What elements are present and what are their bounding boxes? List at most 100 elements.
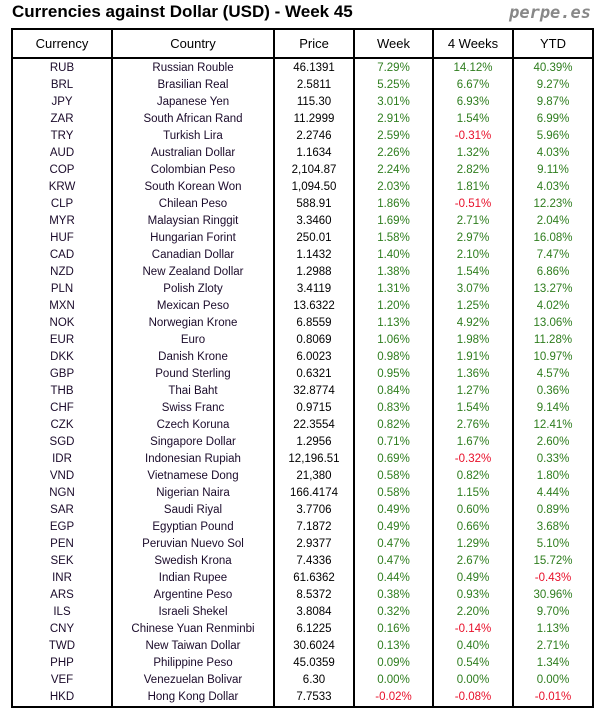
table-row: PEN Peruvian Nuevo Sol 2.9377 0.47% 1.29% 5.1… <box>11 536 594 553</box>
price-value: 250.01 <box>273 230 355 247</box>
ytd-change: 15.72% <box>512 553 594 570</box>
price-value: 1,094.50 <box>273 179 355 196</box>
four-weeks-change: -0.51% <box>432 196 514 213</box>
week-change: 2.24% <box>353 162 434 179</box>
table-row: MXN Mexican Peso 13.6322 1.20% 1.25% 4.02% <box>11 298 594 315</box>
country-name: Malaysian Ringgit <box>111 213 275 230</box>
currency-table: Currency Country Price Week 4 Weeks YTD … <box>11 28 594 708</box>
country-name: Mexican Peso <box>111 298 275 315</box>
four-weeks-change: 2.76% <box>432 417 514 434</box>
price-value: 2.9377 <box>273 536 355 553</box>
ytd-change: 1.34% <box>512 655 594 672</box>
country-name: South Korean Won <box>111 179 275 196</box>
table-row: CAD Canadian Dollar 1.1432 1.40% 2.10% 7.47% <box>11 247 594 264</box>
price-value: 2,104.87 <box>273 162 355 179</box>
currency-code: CAD <box>11 247 113 264</box>
week-change: 1.86% <box>353 196 434 213</box>
ytd-change: 5.96% <box>512 128 594 145</box>
table-row: TRY Turkish Lira 2.2746 2.59% -0.31% 5.96% <box>11 128 594 145</box>
country-name: Swedish Krona <box>111 553 275 570</box>
week-change: 2.91% <box>353 111 434 128</box>
country-name: New Taiwan Dollar <box>111 638 275 655</box>
currency-code: COP <box>11 162 113 179</box>
price-value: 0.8069 <box>273 332 355 349</box>
ytd-change: 9.14% <box>512 400 594 417</box>
price-value: 1.1432 <box>273 247 355 264</box>
week-change: 0.38% <box>353 587 434 604</box>
currency-code: MXN <box>11 298 113 315</box>
currency-code: CHF <box>11 400 113 417</box>
column-header-week: Week <box>353 28 434 59</box>
four-weeks-change: 6.93% <box>432 94 514 111</box>
four-weeks-change: 2.97% <box>432 230 514 247</box>
country-name: Indian Rupee <box>111 570 275 587</box>
table-row: HUF Hungarian Forint 250.01 1.58% 2.97% 16.08… <box>11 230 594 247</box>
four-weeks-change: 0.82% <box>432 468 514 485</box>
week-change: 1.13% <box>353 315 434 332</box>
four-weeks-change: 2.67% <box>432 553 514 570</box>
price-value: 1.2956 <box>273 434 355 451</box>
ytd-change: 0.00% <box>512 672 594 689</box>
table-row: MYR Malaysian Ringgit 3.3460 1.69% 2.71% 2.04… <box>11 213 594 230</box>
table-row: CZK Czech Koruna 22.3554 0.82% 2.76% 12.41% <box>11 417 594 434</box>
week-change: 0.47% <box>353 536 434 553</box>
ytd-change: -0.43% <box>512 570 594 587</box>
week-change: 1.69% <box>353 213 434 230</box>
country-name: South African Rand <box>111 111 275 128</box>
four-weeks-change: 1.54% <box>432 264 514 281</box>
week-change: 3.01% <box>353 94 434 111</box>
price-value: 3.4119 <box>273 281 355 298</box>
table-row: JPY Japanese Yen 115.30 3.01% 6.93% 9.87% <box>11 94 594 111</box>
week-change: 2.26% <box>353 145 434 162</box>
ytd-change: 40.39% <box>512 58 594 77</box>
week-change: 0.16% <box>353 621 434 638</box>
table-row: NGN Nigerian Naira 166.4174 0.58% 1.15% 4.44% <box>11 485 594 502</box>
table-row: HKD Hong Kong Dollar 7.7533 -0.02% -0.08% -0.… <box>11 689 594 707</box>
table-row: GBP Pound Sterling 0.6321 0.95% 1.36% 4.57% <box>11 366 594 383</box>
currency-code: NZD <box>11 264 113 281</box>
price-value: 8.5372 <box>273 587 355 604</box>
price-value: 6.8559 <box>273 315 355 332</box>
ytd-change: 0.36% <box>512 383 594 400</box>
currency-code: CLP <box>11 196 113 213</box>
country-name: Czech Koruna <box>111 417 275 434</box>
price-value: 11.2999 <box>273 111 355 128</box>
four-weeks-change: 3.07% <box>432 281 514 298</box>
four-weeks-change: 1.25% <box>432 298 514 315</box>
table-row: CLP Chilean Peso 588.91 1.86% -0.51% 12.23% <box>11 196 594 213</box>
ytd-change: 7.47% <box>512 247 594 264</box>
four-weeks-change: 0.66% <box>432 519 514 536</box>
ytd-change: 3.68% <box>512 519 594 536</box>
four-weeks-change: 1.67% <box>432 434 514 451</box>
price-value: 0.9715 <box>273 400 355 417</box>
country-name: Canadian Dollar <box>111 247 275 264</box>
four-weeks-change: 1.91% <box>432 349 514 366</box>
four-weeks-change: 0.54% <box>432 655 514 672</box>
currency-code: VEF <box>11 672 113 689</box>
ytd-change: 30.96% <box>512 587 594 604</box>
country-name: Euro <box>111 332 275 349</box>
price-value: 46.1391 <box>273 58 355 77</box>
table-row: CNY Chinese Yuan Renminbi 6.1225 0.16% -0.14… <box>11 621 594 638</box>
price-value: 2.5811 <box>273 77 355 94</box>
currency-code: PLN <box>11 281 113 298</box>
week-change: 0.49% <box>353 502 434 519</box>
table-body: RUB Russian Rouble 46.1391 7.29% 14.12% 40.39… <box>11 58 594 707</box>
week-change: 1.38% <box>353 264 434 281</box>
country-name: Saudi Riyal <box>111 502 275 519</box>
country-name: Polish Zloty <box>111 281 275 298</box>
currency-code: GBP <box>11 366 113 383</box>
currency-code: IDR <box>11 451 113 468</box>
currency-code: THB <box>11 383 113 400</box>
country-name: Australian Dollar <box>111 145 275 162</box>
ytd-change: 9.27% <box>512 77 594 94</box>
column-header-currency: Currency <box>11 28 113 59</box>
column-header-price: Price <box>273 28 355 59</box>
price-value: 0.6321 <box>273 366 355 383</box>
currency-code: SAR <box>11 502 113 519</box>
four-weeks-change: 1.54% <box>432 111 514 128</box>
currency-code: VND <box>11 468 113 485</box>
ytd-change: 5.10% <box>512 536 594 553</box>
ytd-change: 0.89% <box>512 502 594 519</box>
price-value: 7.1872 <box>273 519 355 536</box>
